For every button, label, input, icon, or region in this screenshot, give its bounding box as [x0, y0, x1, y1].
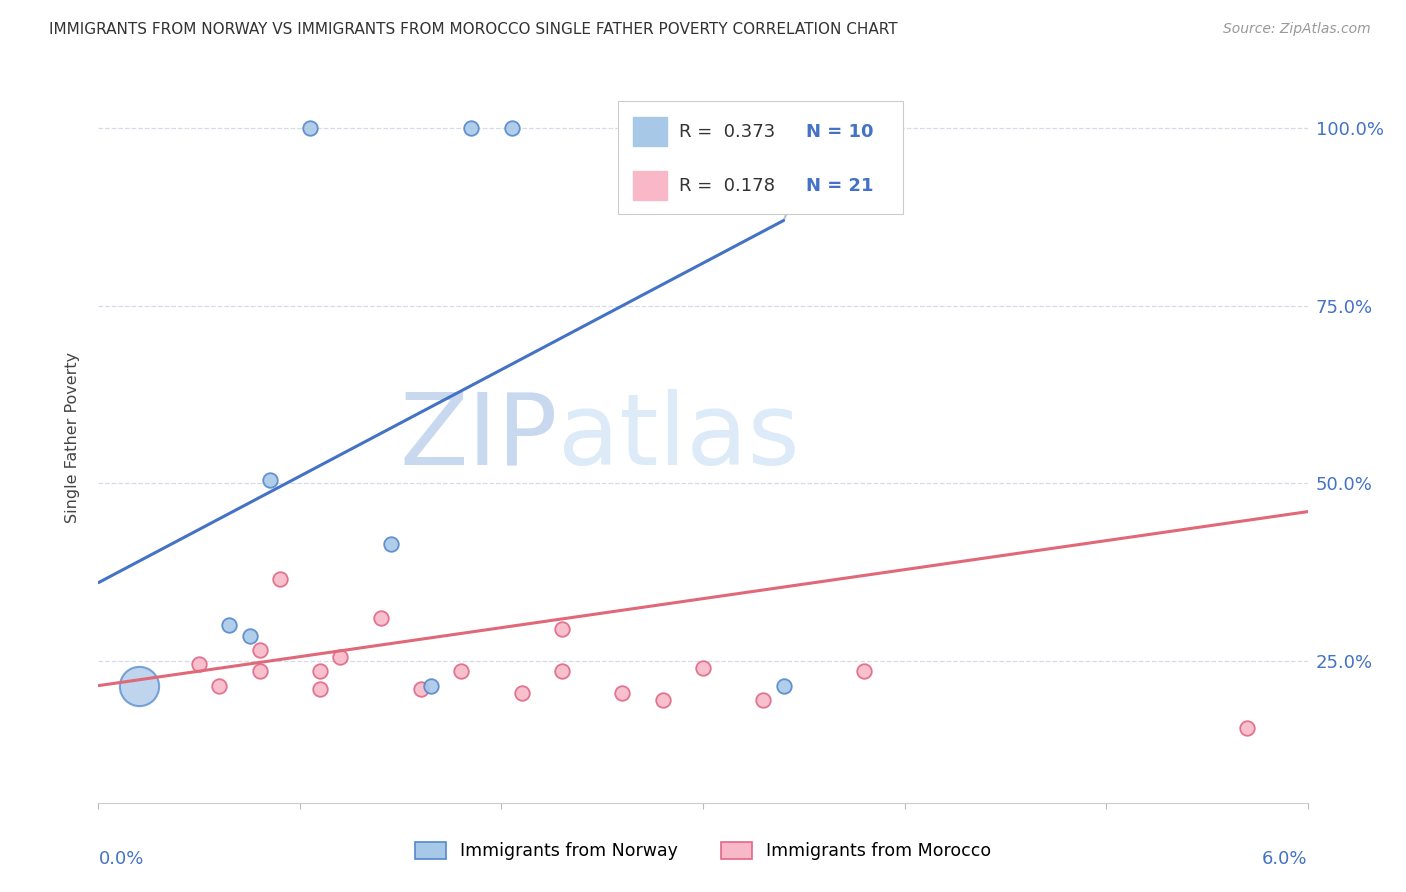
- Text: N = 10: N = 10: [806, 123, 873, 141]
- Text: 6.0%: 6.0%: [1263, 850, 1308, 868]
- Point: [651, 693, 673, 707]
- FancyBboxPatch shape: [633, 117, 666, 146]
- Point: [813, 121, 835, 136]
- Point: [329, 650, 352, 665]
- Point: [208, 679, 231, 693]
- Text: Source: ZipAtlas.com: Source: ZipAtlas.com: [1223, 22, 1371, 37]
- Point: [501, 121, 523, 136]
- Text: R =  0.373: R = 0.373: [679, 123, 775, 141]
- FancyBboxPatch shape: [619, 101, 903, 214]
- Point: [612, 686, 634, 700]
- Point: [299, 121, 322, 136]
- Point: [249, 665, 271, 679]
- Point: [380, 536, 402, 550]
- Point: [128, 679, 150, 693]
- Point: [460, 121, 482, 136]
- Text: atlas: atlas: [558, 389, 800, 485]
- Point: [450, 665, 472, 679]
- Point: [309, 665, 332, 679]
- FancyBboxPatch shape: [633, 171, 666, 201]
- Point: [218, 618, 240, 632]
- Text: IMMIGRANTS FROM NORWAY VS IMMIGRANTS FROM MOROCCO SINGLE FATHER POVERTY CORRELAT: IMMIGRANTS FROM NORWAY VS IMMIGRANTS FRO…: [49, 22, 898, 37]
- Point: [249, 643, 271, 657]
- Point: [692, 661, 714, 675]
- Point: [853, 665, 876, 679]
- Point: [752, 693, 775, 707]
- Point: [309, 682, 332, 697]
- Point: [370, 611, 392, 625]
- Point: [409, 682, 432, 697]
- Point: [772, 679, 794, 693]
- Point: [420, 679, 443, 693]
- Point: [510, 686, 533, 700]
- Y-axis label: Single Father Poverty: Single Father Poverty: [65, 351, 80, 523]
- Point: [551, 665, 574, 679]
- Text: ZIP: ZIP: [399, 389, 558, 485]
- Point: [1236, 721, 1258, 735]
- Text: 0.0%: 0.0%: [98, 850, 143, 868]
- Point: [188, 657, 211, 672]
- Text: R =  0.178: R = 0.178: [679, 177, 775, 194]
- Point: [551, 622, 574, 636]
- Text: N = 21: N = 21: [806, 177, 873, 194]
- Legend: Immigrants from Norway, Immigrants from Morocco: Immigrants from Norway, Immigrants from …: [408, 835, 998, 867]
- Point: [269, 572, 291, 586]
- Point: [239, 629, 262, 643]
- Point: [752, 121, 775, 136]
- Point: [259, 473, 281, 487]
